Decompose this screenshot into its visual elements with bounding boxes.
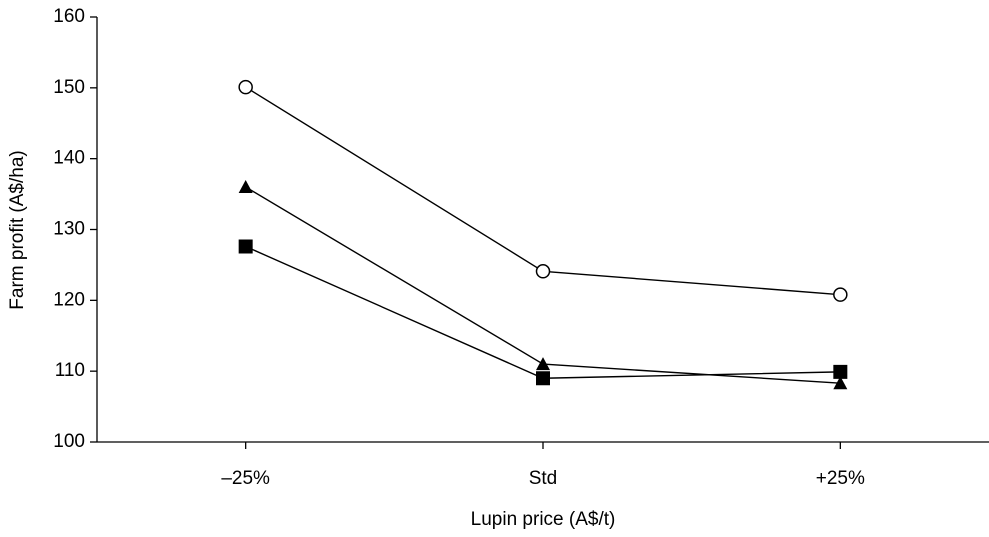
y-tick-label: 100 — [53, 431, 85, 452]
marker — [238, 79, 253, 95]
x-tick-label: –25% — [221, 468, 270, 489]
marker — [536, 357, 550, 371]
marker — [833, 364, 848, 379]
y-tick-label: 160 — [53, 6, 85, 27]
marker — [238, 180, 253, 193]
y-tick-label: 120 — [53, 289, 85, 310]
x-tick-label: Std — [529, 468, 558, 489]
marker — [833, 376, 848, 390]
series-line — [245, 86, 841, 296]
marker — [238, 239, 253, 254]
y-axis-label: Farm profit (A$/ha) — [7, 150, 28, 309]
x-tick-label: +25% — [816, 468, 865, 489]
series-line — [245, 186, 841, 384]
x-axis-label: Lupin price (A$/t) — [471, 509, 616, 530]
y-tick-label: 130 — [53, 219, 85, 240]
marker — [833, 287, 848, 302]
marker — [535, 264, 551, 279]
y-tick-label: 150 — [53, 77, 85, 98]
y-tick-label: 110 — [55, 360, 85, 381]
y-tick-label: 140 — [53, 148, 85, 169]
marker — [536, 371, 550, 386]
